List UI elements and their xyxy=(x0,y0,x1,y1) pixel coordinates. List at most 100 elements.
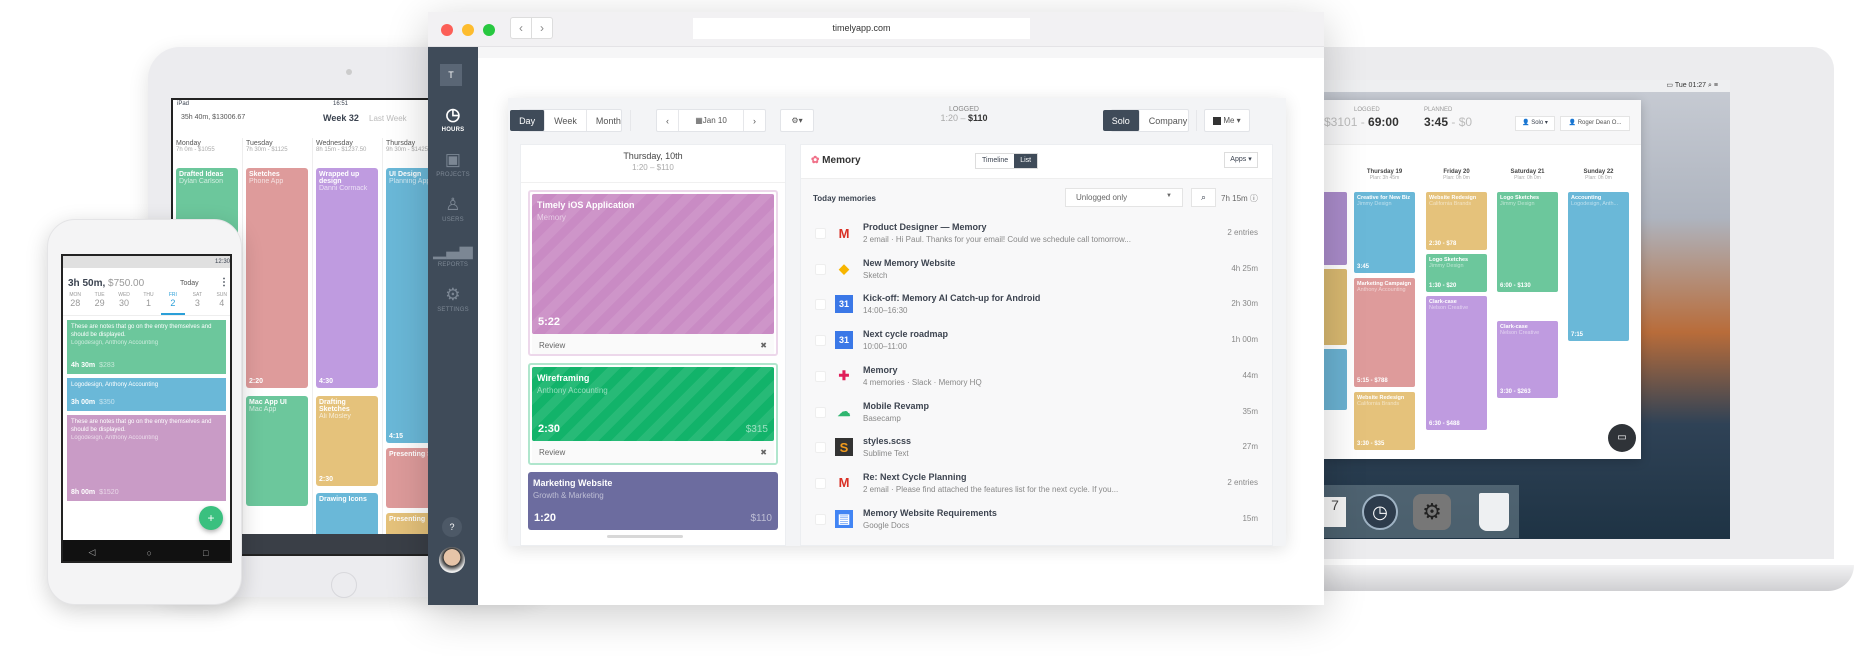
forward-arrow-icon[interactable]: › xyxy=(540,21,544,35)
phone-today-button[interactable]: Today xyxy=(180,280,199,287)
time-entry-card[interactable]: Timely iOS Application Memory 5:22 Review ✖ xyxy=(528,190,778,356)
close-icon[interactable]: ✖ xyxy=(760,340,767,350)
calendar-app-icon[interactable]: 7 xyxy=(1324,497,1346,527)
apps-dropdown[interactable]: Apps ▾ xyxy=(1224,152,1258,168)
tablet-status-time: 16:51 xyxy=(333,101,349,107)
phone-day-tab[interactable]: TUE 29 xyxy=(87,292,111,315)
memory-tab-timeline[interactable]: Timeline xyxy=(982,157,1009,164)
memory-list-item[interactable]: ▤ Memory Website Requirements Google Docs 1… xyxy=(801,503,1274,539)
help-button[interactable]: ? xyxy=(442,517,462,537)
memory-title: styles.scss xyxy=(863,436,912,447)
memory-checkbox[interactable] xyxy=(815,406,826,418)
next-day-button[interactable]: › xyxy=(743,110,765,131)
laptop-entry[interactable]: Creative for New Biz Jimmy Design 3:45 xyxy=(1354,192,1415,273)
memory-list-item[interactable]: 31 Kick-off: Memory AI Catch-up for Andro… xyxy=(801,288,1274,324)
laptop-entry[interactable]: Marketing Campaign Anthony Accounting 5:15… xyxy=(1354,278,1415,387)
scrollbar[interactable] xyxy=(607,535,683,538)
memory-list-item[interactable]: 31 Next cycle roadmap 10:00–11:00 1h 00m xyxy=(801,324,1274,360)
phone-entry[interactable]: These are notes that go on the entry the… xyxy=(67,320,226,374)
user-dropdown[interactable]: Me ▾ xyxy=(1204,109,1250,132)
laptop-timely-app: LOGGED $3101 - 69:00 PLANNED 3:45 - $0 👤… xyxy=(1286,100,1641,459)
sidebar-item-reports[interactable]: ▁▃▅ REPORTS xyxy=(428,240,478,268)
time-entry-card[interactable]: Marketing Website Growth & Marketing 1:20 $… xyxy=(528,472,778,530)
memory-list-item[interactable]: M Product Designer — Memory 2 email · Hi P… xyxy=(801,217,1274,253)
tablet-last-week[interactable]: Last Week xyxy=(369,114,407,123)
tablet-entry[interactable]: Drafting Sketches Ali Mosley 2:30 xyxy=(316,396,378,486)
laptop-entry[interactable]: Clark-case Nelson Creative 6:30 - $488 xyxy=(1426,296,1487,430)
memory-list-item[interactable]: ☁ Mobile Revamp Basecamp 35m xyxy=(801,396,1274,432)
scope-tab-solo[interactable]: Solo xyxy=(1102,110,1140,131)
phone-day-tab[interactable]: MON 28 xyxy=(63,292,87,315)
sidebar-item-settings[interactable]: ⚙ SETTINGS xyxy=(428,285,478,313)
memory-checkbox[interactable] xyxy=(815,263,826,275)
view-tab-day[interactable]: Day xyxy=(510,110,546,131)
review-button[interactable]: Review xyxy=(539,447,566,457)
sublime-icon: S xyxy=(835,438,853,457)
time-entry-card[interactable]: Wireframing Anthony Accounting 2:30 $315 Rev… xyxy=(528,363,778,465)
tablet-entry[interactable]: Wrapped up design Danni Cormack 4:30 xyxy=(316,168,378,388)
memory-checkbox[interactable] xyxy=(815,477,826,489)
sidebar-item-projects[interactable]: ▣ PROJECTS xyxy=(428,150,478,178)
home-icon[interactable]: ○ xyxy=(146,547,152,558)
search-button[interactable]: ⌕ xyxy=(1191,188,1216,207)
memory-checkbox[interactable] xyxy=(815,335,826,347)
laptop-entry[interactable]: Logo Sketches Jimmy Design 1:30 - $20 xyxy=(1426,254,1487,292)
add-entry-fab[interactable]: + xyxy=(199,506,223,530)
phone-day-tab[interactable]: SUN 4 xyxy=(210,292,230,315)
close-window-button[interactable] xyxy=(441,24,453,36)
address-bar[interactable]: timelyapp.com xyxy=(693,18,1030,39)
date-picker[interactable]: ▦Jan 10 xyxy=(695,116,727,125)
memory-list-item[interactable]: ✚ Memory 4 memories · Slack · Memory HQ 44m xyxy=(801,360,1274,396)
chat-icon[interactable]: ▭ xyxy=(1608,424,1636,452)
minimize-window-button[interactable] xyxy=(462,24,474,36)
sidebar-item-hours[interactable]: ◷ HOURS xyxy=(428,105,478,133)
phone-day-tab[interactable]: WED 30 xyxy=(112,292,136,315)
prev-day-button[interactable]: ‹ xyxy=(657,110,679,131)
tablet-home-button[interactable] xyxy=(331,572,357,598)
filter-dropdown[interactable]: Unlogged only ▼ xyxy=(1065,188,1183,207)
memory-checkbox[interactable] xyxy=(815,513,826,525)
back-icon[interactable]: ◁ xyxy=(88,547,96,557)
close-icon[interactable]: ✖ xyxy=(760,447,767,457)
system-preferences-icon[interactable]: ⚙ xyxy=(1413,494,1451,530)
memory-checkbox[interactable] xyxy=(815,228,826,239)
phone-entry[interactable]: Logodesign, Anthony Accounting 3h 00m $350 xyxy=(67,378,226,411)
review-button[interactable]: Review xyxy=(539,340,566,350)
user-avatar[interactable] xyxy=(439,547,465,573)
sidebar-item-users[interactable]: ♙ USERS xyxy=(428,195,478,223)
timely-app-icon[interactable]: ◷ xyxy=(1362,494,1398,530)
view-tab-month[interactable]: Month xyxy=(587,110,631,131)
phone-day-tab[interactable]: THU 1 xyxy=(136,292,160,315)
laptop-solo-dropdown[interactable]: 👤 Solo ▾ xyxy=(1515,116,1555,131)
memory-list-item[interactable]: ◆ New Memory Website Sketch 4h 25m xyxy=(801,253,1274,289)
tablet-entry[interactable]: Sketches Phone App 2:20 xyxy=(246,168,308,388)
laptop-entry[interactable]: Logo Sketches Jimmy Design 6:00 - $130 xyxy=(1497,192,1558,292)
tablet-entry[interactable]: Mac App UI Mac App xyxy=(246,396,308,506)
memory-tab-list[interactable]: List xyxy=(1014,154,1038,168)
more-menu-icon[interactable]: ⋮ xyxy=(219,277,229,288)
trash-icon[interactable] xyxy=(1479,493,1509,531)
back-arrow-icon[interactable]: ‹ xyxy=(511,18,532,38)
recents-icon[interactable]: □ xyxy=(203,547,209,558)
laptop-entry[interactable]: Accounting Logodesign, Anth... 7:15 xyxy=(1568,192,1629,341)
integration-dropdown[interactable]: ⚙ ▾ xyxy=(780,109,814,132)
laptop-entry[interactable]: Website Redesign California Brands 3:30 - … xyxy=(1354,392,1415,450)
laptop-user-dropdown[interactable]: 👤 Roger Dean O... xyxy=(1560,116,1630,131)
laptop-entry[interactable]: Clark-case Nelson Creative 3:30 - $263 xyxy=(1497,321,1558,398)
zoom-window-button[interactable] xyxy=(483,24,495,36)
spotlight-icon[interactable]: ⌕ xyxy=(1708,82,1712,89)
phone-day-tab[interactable]: FRI 2 xyxy=(160,292,186,315)
memory-checkbox[interactable] xyxy=(815,442,826,454)
workspace-logo[interactable]: T xyxy=(440,64,462,86)
phone-day-tab[interactable]: SAT 3 xyxy=(185,292,209,315)
memory-checkbox[interactable] xyxy=(815,299,826,311)
info-icon[interactable]: ⓘ xyxy=(1249,194,1258,203)
memory-list-item[interactable]: M Re: Next Cycle Planning 2 email · Please… xyxy=(801,467,1274,503)
memory-checkbox[interactable] xyxy=(815,370,826,382)
menu-list-icon[interactable]: ≡ xyxy=(1713,82,1718,89)
scope-tab-company[interactable]: Company xyxy=(1140,110,1198,131)
view-tab-week[interactable]: Week xyxy=(545,110,587,131)
phone-entry[interactable]: These are notes that go on the entry the… xyxy=(67,415,226,501)
laptop-entry[interactable]: Website Redesign California Brands 2:30 - … xyxy=(1426,192,1487,250)
